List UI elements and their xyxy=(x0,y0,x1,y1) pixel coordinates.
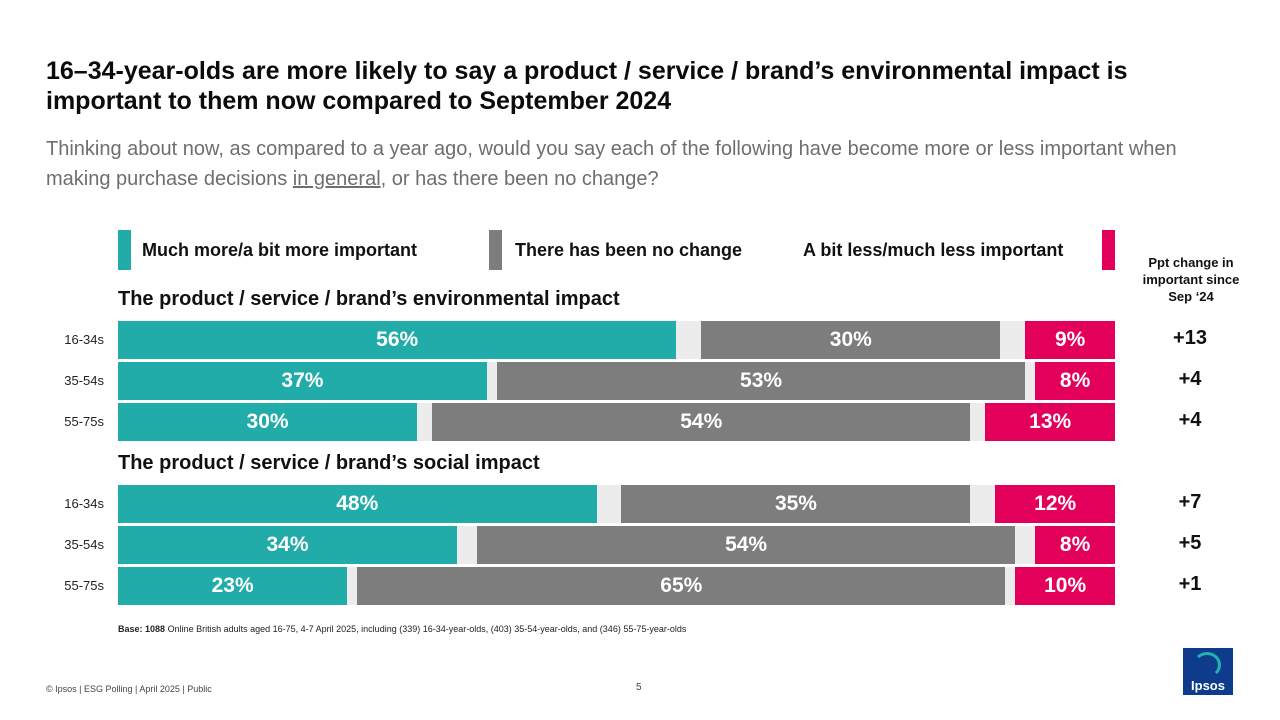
row-label: 55-75s xyxy=(64,414,104,429)
base-note: Base: 1088 Online British adults aged 16… xyxy=(118,624,686,634)
bar-segment-less: 13% xyxy=(985,403,1115,441)
bar-segment-less: 8% xyxy=(1035,362,1115,400)
bar-segment-less: 10% xyxy=(1015,567,1115,605)
row-label: 16-34s xyxy=(64,332,104,347)
ppt-change-value: +4 xyxy=(1178,409,1202,431)
row-label: 35-54s xyxy=(64,373,104,388)
bar-segment-more: 56% xyxy=(118,321,677,359)
question-text-end: , or has there been no change? xyxy=(380,168,659,190)
section-title: The product / service / brand’s social i… xyxy=(118,452,540,474)
ppt-change-value: +1 xyxy=(1178,573,1202,595)
legend-label-more: Much more/a bit more important xyxy=(142,240,418,260)
bar-segment-less: 9% xyxy=(1025,321,1115,359)
ppt-change-value: +5 xyxy=(1178,532,1202,554)
ppt-change-value: +13 xyxy=(1173,327,1207,349)
bar-track: 34% 54% 8% xyxy=(118,526,1115,564)
base-text: Online British adults aged 16-75, 4-7 Ap… xyxy=(165,624,687,634)
legend-label-less: A bit less/much less important xyxy=(803,240,1064,260)
bar-track: 30% 54% 13% xyxy=(118,403,1115,441)
footer-text: © Ipsos | ESG Polling | April 2025 | Pub… xyxy=(46,684,212,694)
bar-segment-none: 35% xyxy=(621,485,971,523)
question-text-underlined: in general xyxy=(292,168,381,190)
bar-segment-none: 54% xyxy=(432,403,971,441)
bar-track: 23% 65% 10% xyxy=(118,567,1115,605)
bar-track: 37% 53% 8% xyxy=(118,362,1115,400)
bar-segment-none: 30% xyxy=(701,321,1001,359)
page-number: 5 xyxy=(636,682,642,693)
row-label: 35-54s xyxy=(64,537,104,552)
ppt-change-header: Ppt change in important since Sep ‘24 xyxy=(1142,255,1240,304)
legend-swatch-none xyxy=(489,230,502,270)
bar-segment-less: 8% xyxy=(1035,526,1115,564)
bar-segment-none: 53% xyxy=(496,362,1026,400)
question-text-start: Thinking about now, as compared to a yea… xyxy=(46,138,1177,190)
bar-segment-more: 30% xyxy=(118,403,418,441)
bar-track: 56% 30% 9% xyxy=(118,321,1115,359)
ppt-change-value: +4 xyxy=(1178,368,1202,390)
row-label: 55-75s xyxy=(64,578,104,593)
bar-track: 48% 35% 12% xyxy=(118,485,1115,523)
bar-segment-more: 48% xyxy=(118,485,597,523)
bar-segment-more: 34% xyxy=(118,526,457,564)
legend-swatch-less xyxy=(1102,230,1115,270)
bar-segment-more: 23% xyxy=(118,567,348,605)
bar-segment-none: 65% xyxy=(357,567,1006,605)
legend-swatch-more xyxy=(118,230,131,270)
row-label: 16-34s xyxy=(64,496,104,511)
question-text: Thinking about now, as compared to a yea… xyxy=(46,134,1236,194)
bar-segment-none: 54% xyxy=(476,526,1016,564)
page-title: 16–34-year-olds are more likely to say a… xyxy=(46,57,1128,115)
base-label: Base: xyxy=(118,624,143,634)
ppt-change-value: +7 xyxy=(1178,491,1202,513)
base-count: 1088 xyxy=(145,624,166,634)
ipsos-logo: Ipsos xyxy=(1183,648,1233,695)
legend-label-none: There has been no change xyxy=(515,240,743,260)
logo-arc-icon xyxy=(1193,652,1221,678)
bar-segment-less: 12% xyxy=(995,485,1115,523)
logo-text: Ipsos xyxy=(1191,678,1225,693)
section-title: The product / service / brand’s environm… xyxy=(118,288,620,310)
bar-segment-more: 37% xyxy=(118,362,487,400)
